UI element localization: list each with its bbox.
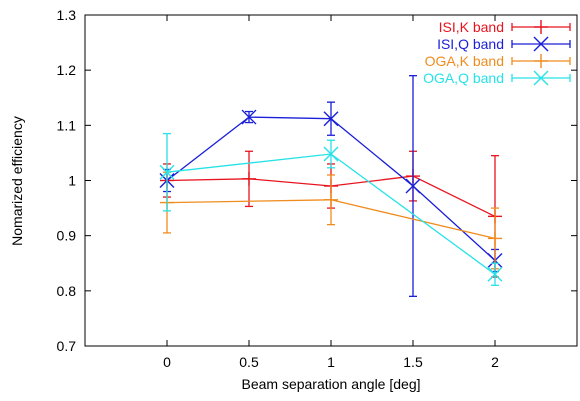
legend-label: ISI,Q band — [437, 36, 504, 52]
data-point — [323, 111, 339, 127]
y-tick-label: 0.7 — [57, 338, 77, 354]
y-tick-label: 1.2 — [57, 62, 77, 78]
y-tick-label: 0.8 — [57, 283, 77, 299]
axis-ticks — [85, 14, 577, 347]
y-axis-title: Nomarized efficiency — [9, 116, 25, 246]
series-3 — [159, 132, 503, 286]
series-layer — [159, 75, 503, 298]
x-tick-label: 0 — [163, 354, 171, 370]
legend-marker — [533, 70, 549, 86]
x-tick-label: 1 — [327, 354, 335, 370]
y-tick-label: 1.1 — [57, 117, 77, 133]
legend-label: ISI,K band — [439, 19, 504, 35]
data-point — [487, 266, 503, 282]
x-tick-label: 2 — [491, 354, 499, 370]
y-tick-label: 0.9 — [57, 228, 77, 244]
data-point — [159, 164, 175, 180]
tick-labels: 0 0.5 1 1.5 2 0.7 0.8 0.9 1 1.1 1.2 1.3 — [57, 7, 500, 370]
y-tick-label: 1.3 — [57, 7, 77, 23]
x-tick-label: 1.5 — [403, 354, 423, 370]
legend-label: OGA,K band — [425, 53, 504, 69]
x-axis-title: Beam separation angle [deg] — [241, 376, 420, 392]
y-tick-label: 1 — [68, 173, 76, 189]
data-point — [405, 178, 421, 194]
legend-label: OGA,Q band — [423, 70, 504, 86]
legend-marker — [533, 36, 549, 52]
data-point — [323, 146, 339, 162]
x-tick-label: 0.5 — [239, 354, 259, 370]
data-point — [241, 109, 257, 125]
